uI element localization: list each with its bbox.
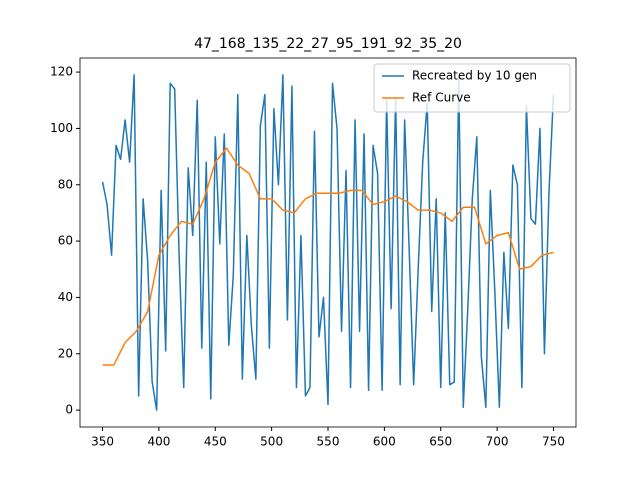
x-tick-label: 650	[429, 435, 452, 449]
x-tick-label: 600	[373, 435, 396, 449]
legend-box	[373, 63, 571, 113]
series-line	[102, 147, 554, 366]
x-tick-label: 500	[260, 435, 283, 449]
chart-title: 47_168_135_22_27_95_191_92_35_20	[194, 36, 462, 52]
y-tick-label: 40	[58, 290, 73, 304]
y-tick-label: 20	[58, 346, 73, 360]
y-tick-label: 100	[50, 121, 73, 135]
y-tick-label: 80	[58, 177, 73, 191]
x-tick-label: 350	[91, 435, 114, 449]
legend-label: Ref Curve	[412, 91, 471, 105]
plot-frame	[79, 57, 577, 428]
x-tick-label: 750	[542, 435, 565, 449]
legend: Recreated by 10 gen Ref Curve	[373, 63, 571, 113]
x-tick-label: 450	[204, 435, 227, 449]
x-tick-label: 400	[147, 435, 170, 449]
y-tick-label: 0	[65, 403, 73, 417]
legend-label: Recreated by 10 gen	[412, 69, 537, 83]
y-tick-label: 120	[50, 65, 73, 79]
x-tick-label: 550	[317, 435, 340, 449]
series-line	[101, 74, 555, 411]
x-tick-label: 700	[486, 435, 509, 449]
y-tick-label: 60	[58, 234, 73, 248]
